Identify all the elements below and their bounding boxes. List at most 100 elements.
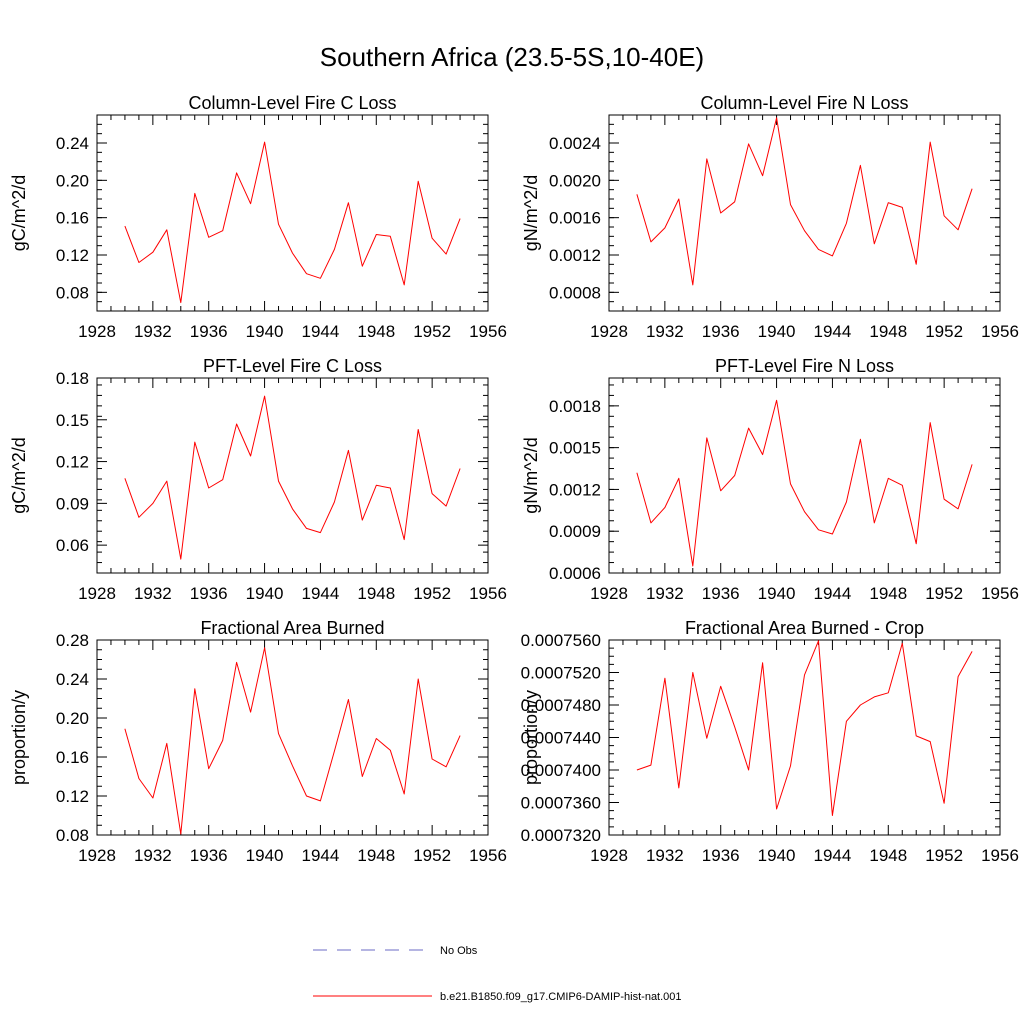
y-tick-label: 0.0024 xyxy=(549,134,601,153)
y-tick-label: 0.20 xyxy=(56,709,89,728)
x-tick-label: 1932 xyxy=(134,584,172,603)
panel-title: Fractional Area Burned - Crop xyxy=(685,618,924,638)
x-tick-label: 1952 xyxy=(925,846,963,865)
series-line xyxy=(124,395,461,560)
x-tick-label: 1936 xyxy=(702,322,740,341)
y-tick-label: 0.24 xyxy=(56,670,89,689)
series-line xyxy=(124,141,461,304)
x-tick-label: 1928 xyxy=(590,322,628,341)
chart-panel-5: Fractional Area Burned proportion/y 1928 19… xyxy=(9,618,507,865)
y-tick-label: 0.0007520 xyxy=(521,664,601,683)
chart-panel-1: Column-Level Fire C Loss gC/m^2/d 1928 1932… xyxy=(9,93,507,341)
y-tick-label: 0.16 xyxy=(56,209,89,228)
figure-title: Southern Africa (23.5-5S,10-40E) xyxy=(320,42,704,72)
x-tick-label: 1956 xyxy=(981,846,1019,865)
y-tick-label: 0.0007360 xyxy=(521,794,601,813)
y-axis-label: proportion/y xyxy=(9,690,29,785)
y-tick-label: 0.24 xyxy=(56,134,89,153)
y-tick-label: 0.0007480 xyxy=(521,696,601,715)
panel-title: Column-Level Fire N Loss xyxy=(700,93,908,113)
y-tick-label: 0.12 xyxy=(56,787,89,806)
x-tick-label: 1952 xyxy=(925,584,963,603)
x-tick-label: 1928 xyxy=(78,322,116,341)
x-tick-label: 1932 xyxy=(134,846,172,865)
x-tick-label: 1948 xyxy=(869,846,907,865)
x-tick-label: 1952 xyxy=(925,322,963,341)
y-tick-label: 0.09 xyxy=(56,494,89,513)
x-tick-label: 1948 xyxy=(357,322,395,341)
x-tick-label: 1932 xyxy=(134,322,172,341)
plot-frame xyxy=(96,377,489,574)
chart-panel-2: Column-Level Fire N Loss gN/m^2/d 1928 1932… xyxy=(521,93,1019,341)
x-tick-label: 1936 xyxy=(702,846,740,865)
y-tick-label: 0.0012 xyxy=(549,246,601,265)
plot-frame xyxy=(96,639,489,836)
x-tick-label: 1948 xyxy=(357,584,395,603)
x-tick-label: 1948 xyxy=(869,584,907,603)
series-line xyxy=(636,399,973,567)
y-tick-label: 0.12 xyxy=(56,453,89,472)
legend: No Obs b.e21.B1850.f09_g17.CMIP6-DAMIP-h… xyxy=(313,945,682,1003)
y-tick-label: 0.06 xyxy=(56,536,89,555)
x-tick-label: 1940 xyxy=(246,322,284,341)
series-line xyxy=(124,647,461,835)
panel-title: PFT-Level Fire C Loss xyxy=(203,356,382,376)
y-tick-label: 0.28 xyxy=(56,631,89,650)
y-tick-label: 0.15 xyxy=(56,411,89,430)
panel-title: Fractional Area Burned xyxy=(200,618,384,638)
x-tick-label: 1952 xyxy=(413,322,451,341)
x-tick-label: 1944 xyxy=(302,584,340,603)
chart-panel-6: Fractional Area Burned - Crop proportion/… xyxy=(521,618,1019,865)
y-tick-label: 0.0012 xyxy=(549,480,601,499)
x-tick-label: 1952 xyxy=(413,584,451,603)
x-tick-label: 1936 xyxy=(190,846,228,865)
x-tick-label: 1932 xyxy=(646,322,684,341)
y-tick-label: 0.0018 xyxy=(549,397,601,416)
y-tick-label: 0.0006 xyxy=(549,564,601,583)
x-tick-label: 1940 xyxy=(758,322,796,341)
x-tick-label: 1956 xyxy=(469,584,507,603)
x-tick-label: 1936 xyxy=(702,584,740,603)
x-tick-label: 1928 xyxy=(590,846,628,865)
y-tick-label: 0.08 xyxy=(56,283,89,302)
panels: Column-Level Fire C Loss gC/m^2/d 1928 1932… xyxy=(9,93,1019,865)
x-tick-label: 1940 xyxy=(246,846,284,865)
x-tick-label: 1948 xyxy=(869,322,907,341)
x-tick-label: 1928 xyxy=(590,584,628,603)
y-axis-label: gC/m^2/d xyxy=(9,175,29,251)
y-tick-label: 0.0008 xyxy=(549,283,601,302)
legend-label-no-obs: No Obs xyxy=(440,945,478,957)
panel-title: Column-Level Fire C Loss xyxy=(188,93,396,113)
x-tick-label: 1932 xyxy=(646,846,684,865)
plot-frame xyxy=(608,639,1001,836)
x-tick-label: 1944 xyxy=(302,846,340,865)
y-tick-label: 0.16 xyxy=(56,748,89,767)
y-axis-label: gN/m^2/d xyxy=(521,175,541,251)
x-tick-label: 1948 xyxy=(357,846,395,865)
y-tick-label: 0.08 xyxy=(56,826,89,845)
legend-label-series: b.e21.B1850.f09_g17.CMIP6-DAMIP-hist-nat… xyxy=(440,991,682,1003)
x-tick-label: 1956 xyxy=(469,322,507,341)
y-axis-label: proportion/y xyxy=(521,690,541,785)
y-tick-label: 0.0020 xyxy=(549,171,601,190)
x-tick-label: 1936 xyxy=(190,322,228,341)
x-tick-label: 1956 xyxy=(469,846,507,865)
plot-frame xyxy=(96,114,489,312)
series-line xyxy=(636,117,973,286)
x-tick-label: 1940 xyxy=(758,846,796,865)
x-tick-label: 1956 xyxy=(981,584,1019,603)
x-tick-label: 1944 xyxy=(814,584,852,603)
y-tick-label: 0.0007440 xyxy=(521,729,601,748)
chart-panel-4: PFT-Level Fire N Loss gN/m^2/d 1928 1932 193… xyxy=(521,356,1019,603)
x-tick-label: 1944 xyxy=(814,846,852,865)
y-tick-label: 0.0007560 xyxy=(521,631,601,650)
y-tick-label: 0.20 xyxy=(56,171,89,190)
x-tick-label: 1940 xyxy=(246,584,284,603)
y-axis-label: gC/m^2/d xyxy=(9,437,29,513)
y-tick-label: 0.0015 xyxy=(549,439,601,458)
x-tick-label: 1956 xyxy=(981,322,1019,341)
y-tick-label: 0.0016 xyxy=(549,209,601,228)
y-tick-label: 0.18 xyxy=(56,369,89,388)
x-tick-label: 1928 xyxy=(78,584,116,603)
panel-title: PFT-Level Fire N Loss xyxy=(715,356,894,376)
